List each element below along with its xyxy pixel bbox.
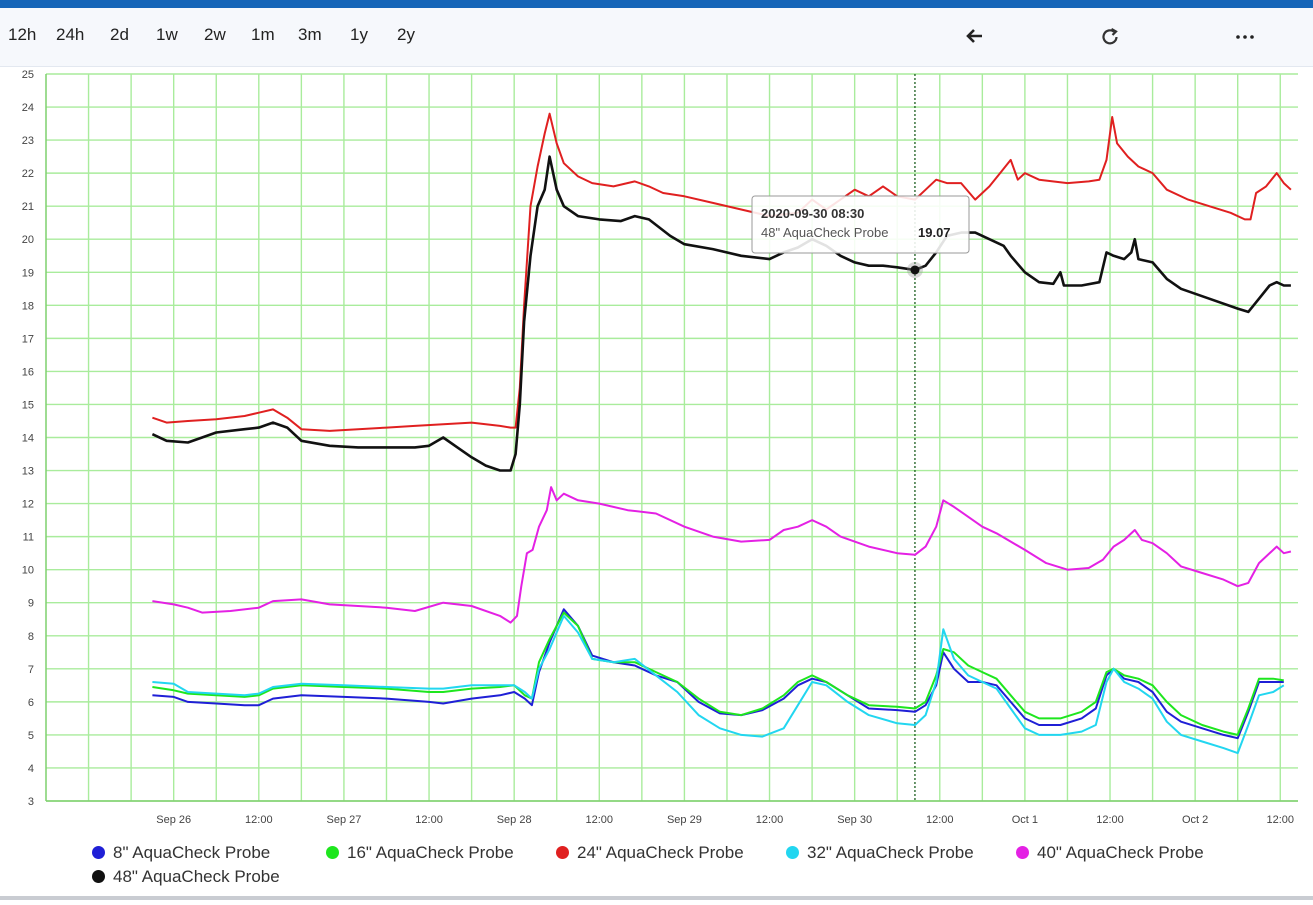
x-tick-label: 12:00 [245, 814, 273, 826]
legend-dot-icon [326, 846, 339, 859]
range-button-2w[interactable]: 2w [204, 25, 226, 44]
y-tick-label: 11 [23, 532, 34, 544]
series-line-1 [152, 611, 1284, 736]
x-tick-label: 12:00 [586, 814, 614, 826]
time-range-toolbar: 12h 24h 2d 1w 2w 1m 3m 1y 2y [0, 8, 1313, 67]
y-tick-label: 10 [22, 565, 34, 577]
legend-item-48in[interactable]: 48" AquaCheck Probe [92, 867, 280, 887]
x-tick-label: Sep 29 [667, 814, 702, 826]
legend-label: 32" AquaCheck Probe [807, 843, 974, 862]
y-tick-label: 7 [28, 664, 34, 676]
refresh-icon[interactable] [1099, 26, 1121, 54]
range-button-1w[interactable]: 1w [156, 25, 178, 44]
y-tick-label: 9 [28, 598, 34, 610]
legend-item-32in[interactable]: 32" AquaCheck Probe [786, 843, 974, 863]
legend-label: 24" AquaCheck Probe [577, 843, 744, 862]
y-tick-label: 23 [22, 135, 34, 147]
y-tick-label: 3 [28, 796, 34, 808]
tooltip-series-label: 48" AquaCheck Probe [761, 225, 888, 240]
range-button-1m[interactable]: 1m [251, 25, 275, 44]
range-button-1y[interactable]: 1y [350, 25, 368, 44]
x-tick-label: 12:00 [415, 814, 443, 826]
series-line-0 [152, 608, 1284, 740]
y-tick-label: 17 [22, 333, 34, 345]
chart-container: 3 4 5 6 7 8 9 10 11 12 13 14 15 16 17 18 19 20 21 22 23 24 25 S… [0, 66, 1313, 900]
x-tick-label: 12:00 [1267, 814, 1295, 826]
tooltip-value: 19.07 [918, 225, 951, 240]
series-line-3 [152, 614, 1285, 755]
legend-dot-icon [92, 870, 105, 883]
legend-item-16in[interactable]: 16" AquaCheck Probe [326, 843, 514, 863]
top-accent-bar [0, 0, 1313, 8]
y-tick-label: 22 [22, 168, 34, 180]
tooltip-box [751, 195, 970, 254]
legend-dot-icon [92, 846, 105, 859]
y-tick-label: 5 [28, 730, 34, 742]
legend-dot-icon [556, 846, 569, 859]
legend-item-8in[interactable]: 8" AquaCheck Probe [92, 843, 270, 863]
legend-item-24in[interactable]: 24" AquaCheck Probe [556, 843, 744, 863]
range-button-2y[interactable]: 2y [397, 25, 415, 44]
x-tick-label: Sep 27 [326, 814, 361, 826]
y-tick-label: 15 [22, 399, 34, 411]
series-line-4 [152, 486, 1292, 624]
y-tick-label: 16 [22, 366, 34, 378]
bottom-border [0, 896, 1313, 900]
legend-label: 8" AquaCheck Probe [113, 843, 271, 862]
arrow-left-icon[interactable] [964, 26, 986, 52]
x-tick-label: 12:00 [1096, 814, 1124, 826]
legend-item-40in[interactable]: 40" AquaCheck Probe [1016, 843, 1204, 863]
x-tick-label: 12:00 [926, 814, 954, 826]
hover-point [910, 265, 920, 275]
line-chart: 3 4 5 6 7 8 9 10 11 12 13 14 15 16 17 18 19 20 21 22 23 24 25 S… [22, 69, 1298, 826]
y-tick-label: 12 [22, 499, 34, 511]
legend-dot-icon [786, 846, 799, 859]
y-tick-label: 4 [28, 763, 34, 775]
legend-label: 40" AquaCheck Probe [1037, 843, 1204, 862]
y-tick-label: 20 [22, 234, 34, 246]
y-tick-label: 8 [28, 631, 34, 643]
x-tick-label: Sep 26 [156, 814, 191, 826]
y-tick-label: 25 [22, 69, 34, 81]
legend-label: 16" AquaCheck Probe [347, 843, 514, 862]
y-tick-label: 14 [22, 433, 34, 445]
range-button-2d[interactable]: 2d [110, 25, 129, 44]
legend-label: 48" AquaCheck Probe [113, 867, 280, 886]
range-button-12h[interactable]: 12h [8, 25, 37, 44]
range-button-3m[interactable]: 3m [298, 25, 322, 44]
y-tick-label: 18 [22, 300, 34, 312]
y-tick-label: 6 [28, 697, 34, 709]
legend-dot-icon [1016, 846, 1029, 859]
x-tick-label: Oct 1 [1012, 814, 1038, 826]
more-icon[interactable] [1235, 26, 1255, 52]
x-tick-label: Sep 30 [837, 814, 872, 826]
x-tick-label: Oct 2 [1182, 814, 1208, 826]
y-tick-label: 21 [22, 201, 34, 213]
tooltip-timestamp: 2020-09-30 08:30 [761, 206, 864, 221]
y-tick-label: 13 [22, 466, 34, 478]
x-tick-label: Sep 28 [497, 814, 532, 826]
y-tick-label: 19 [22, 267, 34, 279]
range-button-24h[interactable]: 24h [56, 25, 85, 44]
y-tick-label: 24 [22, 102, 34, 114]
x-tick-label: 12:00 [756, 814, 784, 826]
